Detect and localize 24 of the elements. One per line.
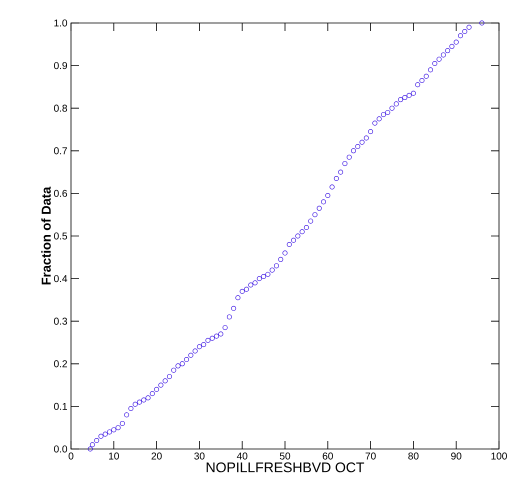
y-tick-label: 0.7	[54, 147, 67, 154]
y-tick-label: 0.1	[54, 402, 67, 410]
x-tick-label: 0	[68, 452, 74, 460]
x-tick-label: 10	[109, 452, 119, 460]
x-tick-label: 20	[152, 452, 162, 460]
y-tick-label: 0.4	[54, 275, 68, 282]
x-axis-title: NOPILLFRESHBVD OCT	[206, 462, 364, 472]
y-tick-label: 0.2	[54, 360, 67, 368]
x-tick-label: 50	[280, 452, 290, 460]
y-axis-title: Fraction of Data	[41, 186, 51, 284]
y-tick-label: 1.0	[54, 19, 68, 27]
x-tick-label: 60	[322, 452, 333, 460]
x-tick-label: 80	[408, 452, 419, 460]
x-tick-label: 30	[194, 452, 205, 460]
y-tick-label: 0.5	[54, 232, 68, 240]
x-tick-label: 70	[366, 452, 376, 460]
y-tick-label: 0.0	[54, 445, 68, 453]
x-tick-label: 40	[236, 452, 248, 460]
y-tick-label: 0.9	[54, 62, 68, 70]
y-tick-label: 0.3	[54, 318, 68, 325]
y-tick-label: 0.8	[54, 104, 68, 112]
x-tick-label: 100	[491, 452, 507, 460]
x-tick-label: 90	[451, 452, 462, 460]
y-tick-label: 0.6	[54, 190, 68, 197]
